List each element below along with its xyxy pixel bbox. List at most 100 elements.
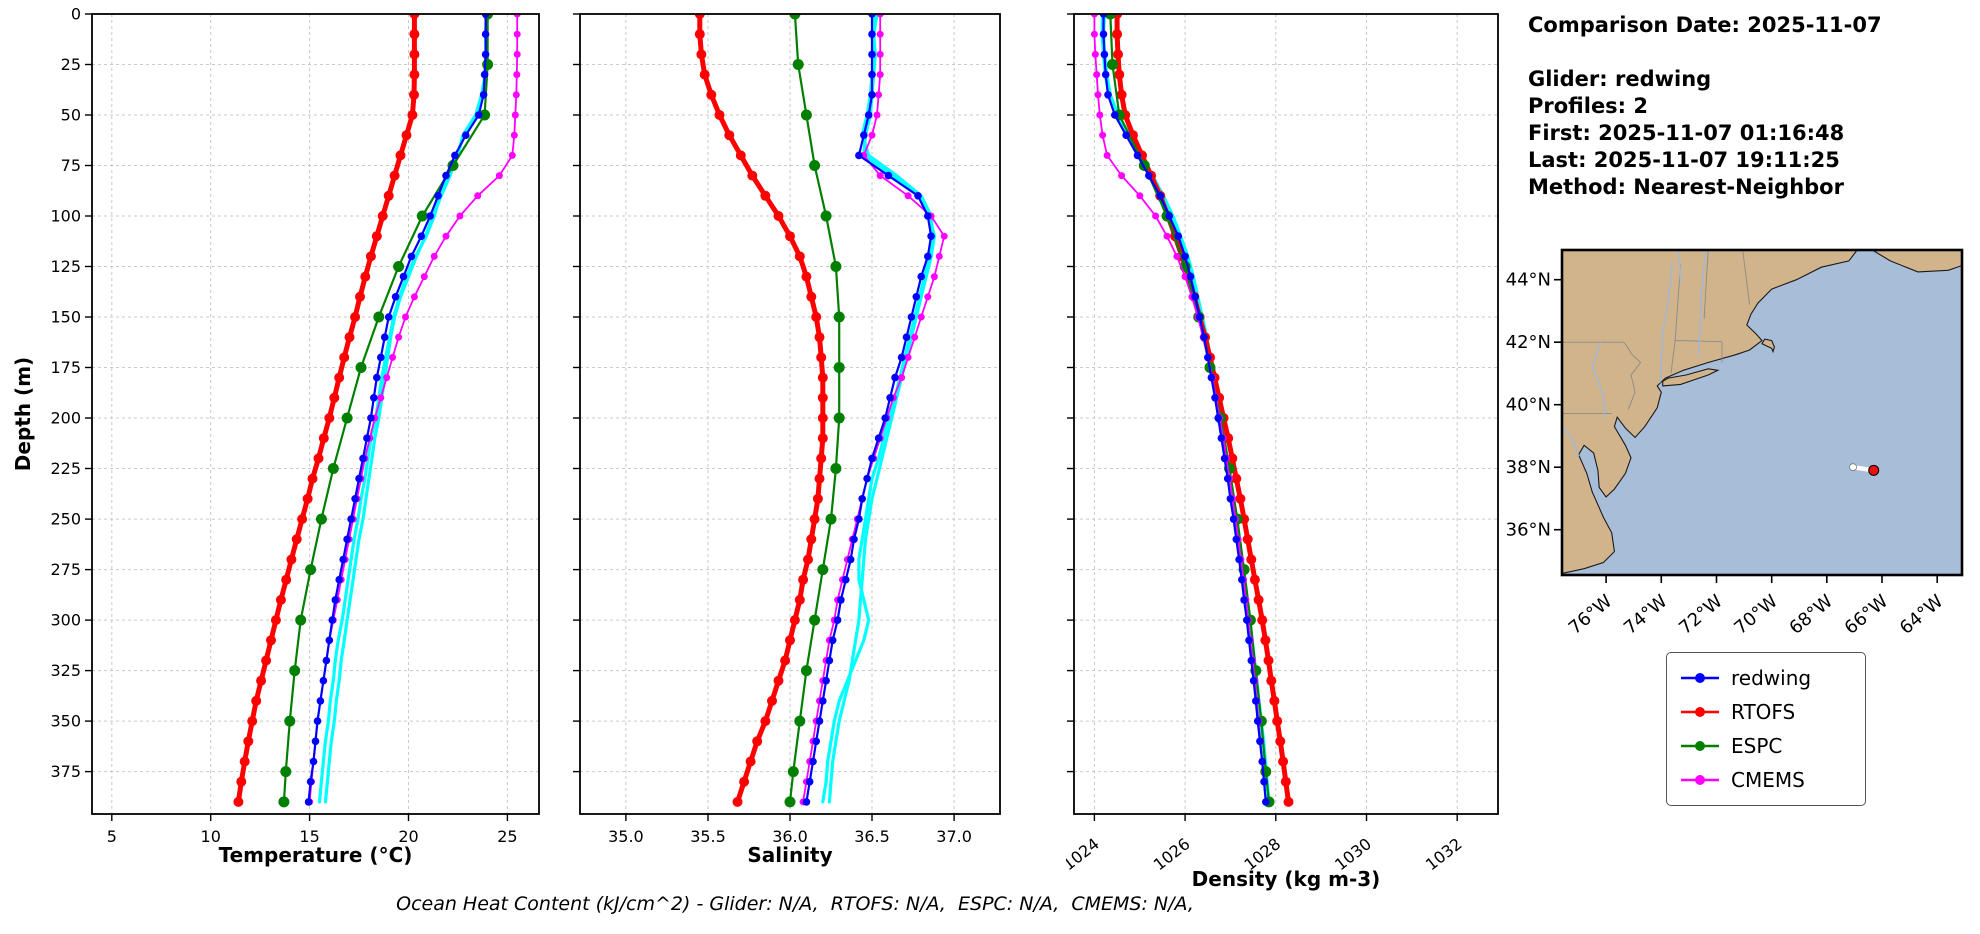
lat-tick-label: 42°N [1506, 332, 1551, 353]
x-tick-label: 1026 [1150, 834, 1194, 874]
temperature-plot-group: 5 10 15 20 250255075100125150175200225250275… [11, 5, 540, 867]
x-tick-label: 37.0 [936, 827, 972, 846]
salinity-axis-label: Salinity [747, 843, 832, 867]
lat-tick-label: 36°N [1506, 520, 1551, 541]
salinity-profile-plot: 35.0 35.5 36.0 36.5 37.0 Salinity [573, 13, 1001, 867]
y-tick-label: 350 [50, 712, 81, 731]
series-markers-RTOFS [694, 14, 828, 807]
lon-tick-label: 74°W [1620, 591, 1672, 639]
axis-ticks: 5 10 15 20 250255075100125150175200225250275… [50, 5, 517, 847]
temperature-axis-label: Temperature (°C) [219, 843, 413, 867]
x-tick-label: 1024 [1066, 834, 1103, 874]
map-land [1562, 250, 1962, 574]
y-tick-label: 75 [61, 156, 81, 175]
coastal-map: 44°N 42°N 40°N 38°N 36°N 76°W 74°W 72°W 70°W 68°W… [1506, 248, 1964, 639]
x-tick-label: 15 [299, 827, 319, 846]
state-border-line [1675, 340, 1723, 343]
legend-label: CMEMS [1731, 768, 1805, 792]
legend-marker-RTOFS [1681, 707, 1719, 717]
state-border-line [1670, 340, 1676, 374]
x-tick-label: 20 [398, 827, 418, 846]
legend-label: RTOFS [1731, 700, 1796, 724]
method-line: Method: Nearest-Neighbor [1528, 175, 1844, 199]
axis-ticks: 1024 1026 1028 1030 1032 [1066, 13, 1466, 874]
y-tick-label: 275 [50, 560, 81, 579]
series-markers-redwing [802, 14, 935, 806]
series-line-RTOFS [697, 14, 826, 805]
river-line [1562, 426, 1580, 457]
river-line [1591, 341, 1606, 418]
lon-tick-label: 64°W [1896, 591, 1948, 639]
state-border-line [1742, 250, 1751, 305]
river-line [1678, 250, 1682, 283]
comparison-info-panel: Comparison Date: 2025-11-07 Glider: redw… [1528, 12, 1882, 201]
axis-ticks: 35.0 35.5 36.0 36.5 37.0 [573, 13, 972, 846]
lat-tick-label: 40°N [1506, 395, 1551, 416]
series-line-CMEMS [1093, 14, 1267, 803]
x-tick-label: 1032 [1422, 834, 1466, 874]
glider-location-dot [1868, 464, 1880, 476]
state-border-line [1703, 250, 1709, 319]
series-markers-ESPC [784, 14, 845, 808]
x-tick-label: 35.5 [690, 827, 726, 846]
series-group [694, 14, 948, 808]
glider-position-marker [1849, 463, 1880, 476]
series-line-ESPC [788, 14, 841, 804]
y-tick-label: 225 [50, 459, 81, 478]
legend-label: ESPC [1731, 734, 1783, 758]
lon-tick-label: 66°W [1841, 591, 1893, 639]
legend-marker-CMEMS [1681, 775, 1719, 785]
x-tick-label: 35.0 [608, 827, 644, 846]
legend-item-RTOFS: RTOFS [1679, 695, 1853, 729]
legend-label: redwing [1731, 666, 1812, 690]
series-markers-RTOFS [233, 14, 420, 807]
y-tick-label: 25 [61, 55, 81, 74]
y-tick-label: 125 [50, 257, 81, 276]
y-tick-label: 200 [50, 409, 81, 428]
comparison-date-line: Comparison Date: 2025-11-07 [1528, 13, 1882, 37]
y-tick-label: 0 [71, 5, 81, 24]
legend: redwing RTOFS ESPC CMEMS [1666, 652, 1866, 806]
series-line-glider-raw-2 [827, 14, 936, 804]
series-line-RTOFS [235, 14, 417, 805]
map-frame [1560, 248, 1964, 577]
grid-lines [580, 13, 1000, 814]
series-line-ESPC [282, 14, 489, 804]
lon-tick-label: 72°W [1675, 591, 1727, 639]
lon-tick-label: 70°W [1730, 591, 1782, 639]
series-markers-redwing [1099, 14, 1270, 806]
legend-item-redwing: redwing [1679, 661, 1853, 695]
lon-tick-label: 68°W [1785, 591, 1837, 639]
series-line-redwing [805, 14, 933, 804]
plot-frame [91, 13, 540, 815]
density-axis-label: Density (kg m-3) [1192, 867, 1381, 891]
series-markers-ESPC [278, 14, 494, 808]
lat-tick-label: 38°N [1506, 457, 1551, 478]
temperature-profile-plot: 5 10 15 20 250255075100125150175200225250275… [11, 5, 540, 867]
glider-name-line: Glider: redwing [1528, 67, 1712, 91]
legend-marker-ESPC [1681, 741, 1719, 751]
y-tick-label: 50 [61, 106, 81, 125]
grid-lines [92, 13, 539, 814]
legend-item-CMEMS: CMEMS [1679, 763, 1853, 797]
salinity-plot-group: 35.0 35.5 36.0 36.5 37.0 Salinity [573, 13, 1001, 867]
x-tick-label: 36.5 [854, 827, 890, 846]
ocean-heat-content-caption: Ocean Heat Content (kJ/cm^2) - Glider: N… [396, 893, 1194, 915]
lon-tick-label: 76°W [1565, 591, 1617, 639]
lat-tick-label: 44°N [1506, 270, 1551, 291]
y-tick-label: 150 [50, 308, 81, 327]
x-tick-label: 5 [107, 827, 117, 846]
river-line [1659, 260, 1673, 383]
series-line-RTOFS [1114, 14, 1291, 805]
series-markers-CMEMS [1090, 14, 1270, 806]
series-line-redwing [1102, 14, 1267, 804]
y-tick-label: 325 [50, 661, 81, 680]
first-profile-time-line: First: 2025-11-07 01:16:48 [1528, 121, 1845, 145]
river-line [1697, 250, 1707, 357]
series-line-redwing [307, 14, 487, 804]
series-line-CMEMS [308, 14, 519, 803]
series-markers-RTOFS [1112, 14, 1294, 807]
last-profile-time-line: Last: 2025-11-07 19:11:25 [1528, 148, 1840, 172]
y-tick-label: 250 [50, 510, 81, 529]
